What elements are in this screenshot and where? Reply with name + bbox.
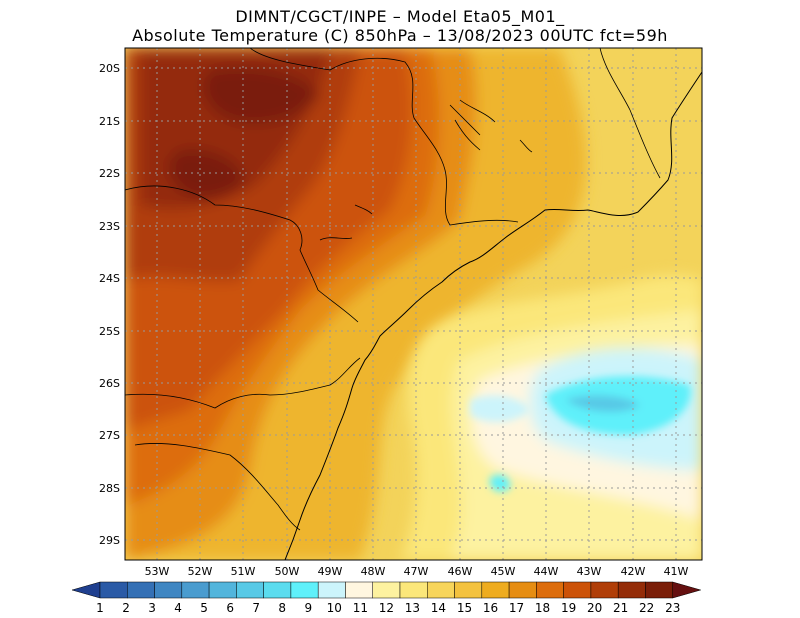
lon-tick-label: 46W [448, 565, 473, 578]
colorbar-label: 21 [613, 601, 628, 615]
colorbar: 1 2 3 4 5 6 7 8 9 10 11 12 13 14 15 16 17 18 19 20 21 22 23 [71, 581, 702, 615]
lat-tick-label: 29S [99, 534, 120, 547]
colorbar-label: 23 [665, 601, 680, 615]
map-frame [124, 47, 703, 561]
lat-tick-label: 26S [99, 377, 120, 390]
map-title-line-1: DIMNT/CGCT/INPE – Model Eta05_M01_ [235, 7, 565, 26]
lakes [319, 99, 533, 241]
colorbar-swatch [181, 581, 210, 599]
colorbar-label: 12 [379, 601, 394, 615]
colorbar-swatch [454, 581, 483, 599]
colorbar-swatch [508, 581, 537, 599]
lat-tick-label: 22S [99, 167, 120, 180]
grid-lines [125, 48, 702, 560]
lon-tick-label: 53W [145, 565, 170, 578]
lat-tick-label: 20S [99, 62, 120, 75]
lon-tick-label: 48W [361, 565, 386, 578]
lon-tick-label: 43W [577, 565, 602, 578]
colorbar-label: 5 [200, 601, 208, 615]
lon-tick-label: 52W [188, 565, 213, 578]
colorbar-high-arrow [672, 581, 702, 599]
colorbar-label: 7 [252, 601, 260, 615]
colorbar-label: 6 [226, 601, 234, 615]
colorbar-label: 18 [535, 601, 550, 615]
lon-tick-label: 44W [534, 565, 559, 578]
lat-tick-label: 27S [99, 429, 120, 442]
map-title-line-2: Absolute Temperature (C) 850hPa – 13/08/… [132, 26, 668, 45]
colorbar-low-arrow [71, 581, 101, 599]
colorbar-swatch [236, 581, 264, 599]
colorbar-label: 11 [353, 601, 368, 615]
colorbar-label: 9 [304, 601, 312, 615]
colorbar-swatch [127, 581, 155, 599]
lat-tick-label: 23S [99, 220, 120, 233]
colorbar-label: 13 [405, 601, 420, 615]
colorbar-swatch [317, 581, 346, 599]
colorbar-label: 20 [587, 601, 602, 615]
colorbar-swatch [563, 581, 592, 599]
colorbar-swatch [481, 581, 510, 599]
colorbar-label: 17 [509, 601, 524, 615]
lon-tick-label: 51W [231, 565, 256, 578]
colorbar-swatch [99, 581, 128, 599]
lat-tick-label: 28S [99, 482, 120, 495]
colorbar-swatch [263, 581, 292, 599]
lat-tick-label: 24S [99, 272, 120, 285]
lat-tick-label: 21S [99, 115, 120, 128]
lon-tick-label: 47W [404, 565, 429, 578]
lon-tick-label: 50W [275, 565, 300, 578]
coastline [284, 71, 702, 560]
lon-tick-label: 42W [621, 565, 646, 578]
colorbar-label: 10 [327, 601, 342, 615]
colorbar-label: 15 [457, 601, 472, 615]
colorbar-label: 2 [122, 601, 130, 615]
colorbar-swatch [372, 581, 401, 599]
colorbar-label: 22 [639, 601, 654, 615]
state-boundaries [125, 48, 661, 531]
colorbar-swatch [290, 581, 319, 599]
colorbar-label: 1 [96, 601, 104, 615]
lon-tick-label: 49W [318, 565, 343, 578]
colorbar-label: 16 [483, 601, 498, 615]
colorbar-swatch [154, 581, 183, 599]
colorbar-swatch [399, 581, 428, 599]
colorbar-swatch [208, 581, 237, 599]
colorbar-label: 3 [148, 601, 156, 615]
colorbar-label: 14 [431, 601, 446, 615]
colorbar-label: 4 [174, 601, 182, 615]
colorbar-label: 8 [278, 601, 286, 615]
colorbar-swatch [536, 581, 564, 599]
latitude-axis: 20S 21S 22S 23S 24S 25S 26S 27S 28S 29S [99, 62, 120, 547]
lon-tick-label: 41W [664, 565, 689, 578]
colorbar-swatch [645, 581, 673, 599]
colorbar-swatch [617, 581, 646, 599]
longitude-axis: 53W 52W 51W 50W 49W 48W 47W 46W 45W 44W … [145, 565, 689, 578]
colorbar-swatch [345, 581, 373, 599]
colorbar-swatch [590, 581, 619, 599]
colorbar-label: 19 [561, 601, 576, 615]
temperature-field [125, 48, 702, 560]
lon-tick-label: 45W [491, 565, 516, 578]
colorbar-swatch [427, 581, 455, 599]
lat-tick-label: 25S [99, 325, 120, 338]
